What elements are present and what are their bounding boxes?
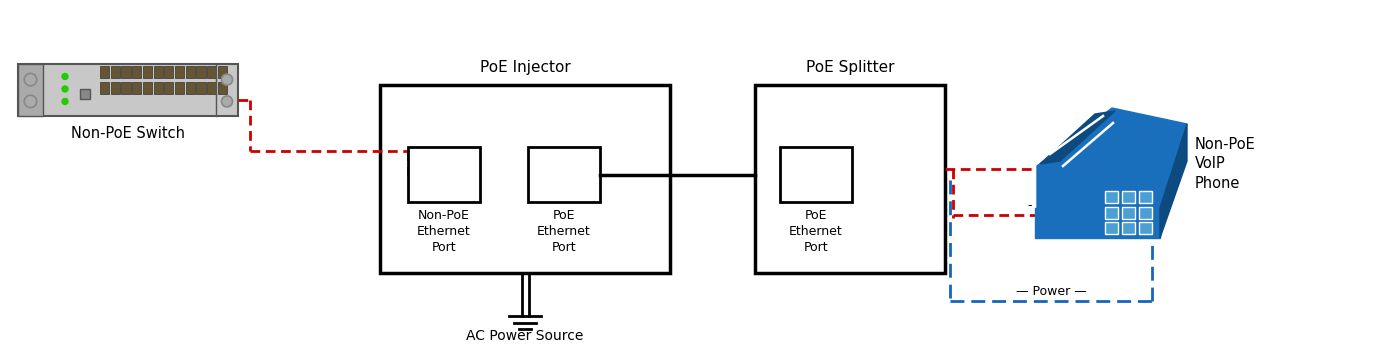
Bar [132, 66, 141, 78]
Bar [99, 66, 109, 78]
Bar [218, 66, 227, 78]
Bar [143, 66, 153, 78]
Bar [407, 147, 480, 202]
Text: Non-PoE
VoIP
Phone: Non-PoE VoIP Phone [1196, 137, 1256, 191]
Bar [528, 147, 601, 202]
Bar [218, 81, 227, 93]
Bar [164, 66, 174, 78]
Bar [122, 66, 130, 78]
Circle shape [24, 95, 36, 108]
Text: PoE
Ethernet
Port: PoE Ethernet Port [538, 209, 591, 254]
Text: PoE
Ethernet
Port: PoE Ethernet Port [790, 209, 843, 254]
Text: PoE Splitter: PoE Splitter [806, 60, 895, 75]
Bar [186, 66, 195, 78]
Bar [780, 147, 853, 202]
Bar [379, 85, 671, 273]
Bar [154, 81, 162, 93]
Bar [175, 66, 185, 78]
Polygon shape [1035, 208, 1161, 238]
Bar [1121, 206, 1135, 219]
Text: Non-PoE Switch: Non-PoE Switch [71, 126, 185, 141]
Bar [1140, 191, 1152, 203]
Bar [154, 66, 162, 78]
Polygon shape [1037, 108, 1187, 208]
Text: PoE Injector: PoE Injector [480, 60, 570, 75]
Circle shape [62, 73, 69, 79]
Bar [143, 81, 153, 93]
Bar [1121, 191, 1135, 203]
Bar [186, 81, 195, 93]
Circle shape [62, 98, 69, 105]
Polygon shape [1161, 124, 1187, 238]
Polygon shape [1040, 111, 1114, 164]
Bar [175, 81, 185, 93]
Bar [1105, 222, 1119, 234]
Bar [99, 81, 109, 93]
Bar [18, 64, 238, 116]
Bar [111, 66, 120, 78]
Bar [80, 89, 90, 99]
Text: — Power —: — Power — [1015, 285, 1086, 298]
Circle shape [221, 96, 232, 107]
Bar [164, 81, 174, 93]
Bar [122, 81, 130, 93]
Bar [196, 66, 206, 78]
Bar [207, 66, 216, 78]
Text: Non-PoE
Ethernet
Port: Non-PoE Ethernet Port [417, 209, 470, 254]
Bar [207, 81, 216, 93]
Bar [1140, 206, 1152, 219]
Bar [132, 81, 141, 93]
Circle shape [62, 86, 69, 92]
Bar [18, 64, 43, 116]
Circle shape [221, 74, 232, 85]
Circle shape [24, 73, 36, 86]
Bar [1140, 222, 1152, 234]
Text: AC Power Source: AC Power Source [466, 329, 584, 343]
Bar [1105, 191, 1119, 203]
Bar [196, 81, 206, 93]
Bar [1121, 222, 1135, 234]
Bar [755, 85, 945, 273]
Bar [1105, 206, 1119, 219]
Text: - Data -: - Data - [1028, 199, 1075, 212]
Bar [111, 81, 120, 93]
